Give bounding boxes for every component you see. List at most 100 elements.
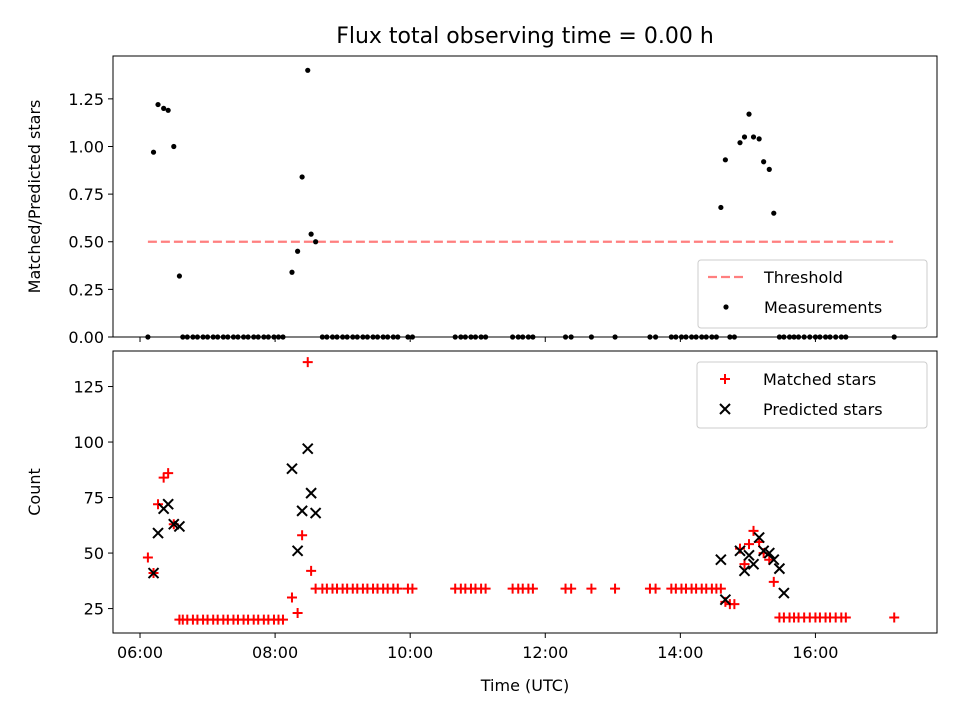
measurement-point xyxy=(165,107,171,113)
bottom-legend-box xyxy=(696,361,928,429)
measurement-point xyxy=(771,210,777,216)
xtick-label: 14:00 xyxy=(657,643,703,662)
predicted-star-point xyxy=(152,527,164,539)
xtick-label: 06:00 xyxy=(117,643,163,662)
top-chart-title: Flux total observing time = 0.00 h xyxy=(336,24,714,49)
xtick-label: 08:00 xyxy=(252,643,298,662)
measurement-point xyxy=(289,269,295,275)
legend-measurement-swatch xyxy=(723,304,729,310)
bottom-ytick-label: 25 xyxy=(84,600,104,619)
legend-label: Measurements xyxy=(764,298,882,317)
measurement-point xyxy=(741,134,748,140)
predicted-star-point xyxy=(296,505,308,517)
predicted-star-point xyxy=(763,547,775,559)
measurement-point xyxy=(313,239,319,245)
top-ytick-label: 1.25 xyxy=(68,90,104,109)
legend-label: Predicted stars xyxy=(763,400,883,419)
predicted-star-point xyxy=(147,567,160,579)
matched-star-point xyxy=(744,539,755,550)
matched-star-point xyxy=(840,612,851,623)
measurement-point xyxy=(756,136,762,142)
bottom-ylabel: Count xyxy=(25,468,44,516)
measurement-point xyxy=(295,248,301,254)
matched-star-point xyxy=(292,608,303,619)
predicted-star-point xyxy=(747,558,760,570)
measurement-point xyxy=(766,166,772,172)
predicted-star-point xyxy=(738,565,751,577)
matched-star-point xyxy=(889,612,900,623)
matched-star-point xyxy=(392,583,403,594)
top-panel: 0.00 0.25 0.50 0.75 1.00 1.25 Matched/Predicte… xyxy=(25,55,938,347)
matched-star-point xyxy=(142,552,153,563)
bottom-axes-frame xyxy=(112,350,938,634)
matched-star-point xyxy=(480,583,491,594)
matched-star-point xyxy=(407,583,418,594)
predicted-star-point xyxy=(309,507,322,519)
top-axes-frame xyxy=(112,55,938,338)
matched-star-point xyxy=(153,499,164,510)
bottom-ytick-label: 100 xyxy=(73,433,104,452)
bottom-ytick-label: 50 xyxy=(84,544,104,563)
xtick-label: 10:00 xyxy=(387,643,433,662)
predicted-star-point xyxy=(162,498,174,510)
predicted-star-point xyxy=(743,549,755,561)
matched-star-point xyxy=(277,614,288,625)
matched-star-point xyxy=(163,468,174,479)
measurement-point xyxy=(761,159,767,165)
top-ytick-label: 0.50 xyxy=(68,233,104,252)
bottom-ytick-label: 125 xyxy=(73,378,104,397)
predicted-star-point xyxy=(719,593,732,606)
matched-star-point xyxy=(610,583,621,594)
predicted-star-point xyxy=(291,545,304,557)
measurement-point xyxy=(308,231,314,237)
matched-star-point xyxy=(586,583,597,594)
predicted-star-point xyxy=(778,587,790,599)
measurement-point xyxy=(750,134,757,140)
matched-star-point xyxy=(739,559,750,570)
top-legend-box xyxy=(697,259,928,329)
bottom-legend: Matched stars Predicted stars xyxy=(696,361,928,429)
predicted-star-point xyxy=(734,545,746,557)
top-ylabel: Matched/Predicted stars xyxy=(25,100,44,294)
predicted-star-point xyxy=(173,520,186,533)
measurement-point xyxy=(176,273,183,279)
measurement-point xyxy=(722,157,728,163)
measurement-point xyxy=(171,143,177,150)
legend-label: Matched stars xyxy=(763,370,876,389)
matched-star-point xyxy=(768,576,779,587)
legend-predicted-swatch xyxy=(719,403,731,415)
top-legend: Threshold Measurements xyxy=(697,259,928,329)
measurement-point xyxy=(737,140,743,146)
predicted-star-point xyxy=(302,442,314,455)
measurement-point xyxy=(161,105,167,111)
matched-star-point xyxy=(527,583,538,594)
legend-label: Threshold xyxy=(763,268,843,287)
measurement-point xyxy=(299,174,305,180)
matched-star-point xyxy=(748,525,759,536)
xlabel: Time (UTC) xyxy=(480,676,569,695)
bottom-series-predicted-stars xyxy=(147,442,790,606)
predicted-star-point xyxy=(715,554,727,566)
matched-star-point xyxy=(286,592,297,603)
predicted-star-point xyxy=(286,462,298,475)
predicted-star-point xyxy=(305,487,317,499)
matched-star-point xyxy=(302,357,313,368)
matched-star-point xyxy=(306,565,317,576)
xtick-label: 12:00 xyxy=(522,643,568,662)
predicted-star-point xyxy=(768,554,780,566)
top-ytick-label: 1.00 xyxy=(68,137,104,156)
matched-star-point xyxy=(650,583,661,594)
measurement-point xyxy=(746,111,752,117)
predicted-star-point xyxy=(753,531,765,544)
legend-matched-swatch xyxy=(720,374,730,384)
matched-star-point xyxy=(729,599,740,610)
matched-star-point xyxy=(566,583,577,594)
top-ytick-label: 0.75 xyxy=(68,185,104,204)
bottom-ytick-label: 75 xyxy=(84,489,104,508)
measurement-point xyxy=(718,204,724,211)
matched-star-point xyxy=(297,530,308,541)
xtick-label: 16:00 xyxy=(792,643,838,662)
top-ytick-label: 0.25 xyxy=(68,280,104,299)
